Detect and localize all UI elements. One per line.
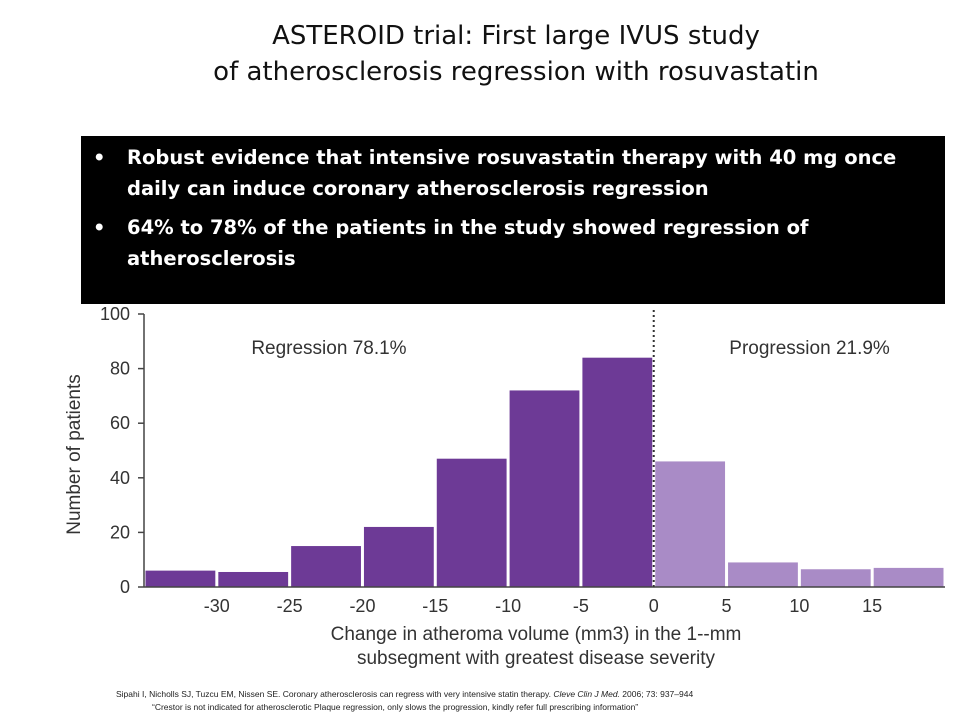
x-tick-label--30: -30 bbox=[204, 596, 230, 616]
bar-regression-3 bbox=[291, 546, 361, 587]
citation-journal: Cleve Clin J Med. bbox=[553, 689, 620, 699]
slide-title: ASTEROID trial: First large IVUS study o… bbox=[0, 18, 960, 90]
bar-regression-6 bbox=[509, 390, 580, 587]
finding-bullet-2: 64% to 78% of the patients in the study … bbox=[89, 212, 925, 274]
key-findings-callout: Robust evidence that intensive rosuvasta… bbox=[81, 136, 945, 304]
x-axis-ticks: -30 -25 -20 -15 -10 -5 0 5 10 15 bbox=[204, 596, 882, 616]
x-tick-label--15: -15 bbox=[422, 596, 448, 616]
slide-title-line-1: ASTEROID trial: First large IVUS study bbox=[272, 21, 760, 51]
bar-regression-4 bbox=[363, 526, 434, 587]
y-tick-label-0: 0 bbox=[120, 577, 130, 597]
y-axis-ticks: 0 20 40 60 80 100 bbox=[100, 304, 144, 597]
x-axis-title-line-2: subsegment with greatest disease severit… bbox=[357, 648, 716, 669]
bar-regression-2 bbox=[218, 571, 289, 587]
y-tick-label-40: 40 bbox=[110, 468, 130, 488]
x-tick-label-5: 5 bbox=[722, 596, 732, 616]
x-tick-label--20: -20 bbox=[349, 596, 375, 616]
citation-text: Sipahi I, Nicholls SJ, Tuzcu EM, Nissen … bbox=[116, 689, 551, 699]
y-tick-label-100: 100 bbox=[100, 304, 130, 324]
progression-annotation: Progression 21.9% bbox=[729, 338, 890, 359]
bar-progression-9 bbox=[728, 562, 798, 587]
regression-annotation: Regression 78.1% bbox=[251, 338, 406, 359]
y-tick-label-80: 80 bbox=[110, 359, 130, 379]
x-tick-label-10: 10 bbox=[789, 596, 809, 616]
y-tick-label-20: 20 bbox=[110, 522, 130, 542]
x-axis-title-line-1: Change in atheroma volume (mm3) in the 1… bbox=[331, 624, 742, 645]
citation-reference: Sipahi I, Nicholls SJ, Tuzcu EM, Nissen … bbox=[116, 689, 693, 699]
slide-title-line-2: of atherosclerosis regression with rosuv… bbox=[213, 57, 819, 87]
x-tick-label-0: 0 bbox=[649, 596, 659, 616]
x-tick-label--5: -5 bbox=[573, 596, 589, 616]
bar-progression-8 bbox=[655, 461, 726, 587]
atheroma-volume-histogram: 0 20 40 60 80 100 -30 -25 -20 -15 -10 -5 0 5 10 15 Reg… bbox=[64, 304, 945, 669]
bar-progression-11 bbox=[873, 567, 944, 587]
y-axis-title: Number of patients bbox=[64, 374, 85, 535]
key-findings-list: Robust evidence that intensive rosuvasta… bbox=[89, 142, 925, 274]
citation-tail: 2006; 73: 937–944 bbox=[622, 689, 694, 699]
histogram-bars bbox=[145, 357, 944, 587]
x-tick-label--25: -25 bbox=[277, 596, 303, 616]
finding-bullet-1: Robust evidence that intensive rosuvasta… bbox=[89, 142, 925, 204]
prescribing-disclaimer: “Crestor is not indicated for atheroscle… bbox=[152, 702, 639, 712]
bar-regression-5 bbox=[436, 458, 507, 587]
bar-regression-1 bbox=[145, 570, 216, 587]
y-tick-label-60: 60 bbox=[110, 413, 130, 433]
x-tick-label--10: -10 bbox=[495, 596, 521, 616]
bar-progression-10 bbox=[800, 569, 871, 587]
bar-regression-7 bbox=[582, 357, 653, 587]
x-tick-label-15: 15 bbox=[862, 596, 882, 616]
